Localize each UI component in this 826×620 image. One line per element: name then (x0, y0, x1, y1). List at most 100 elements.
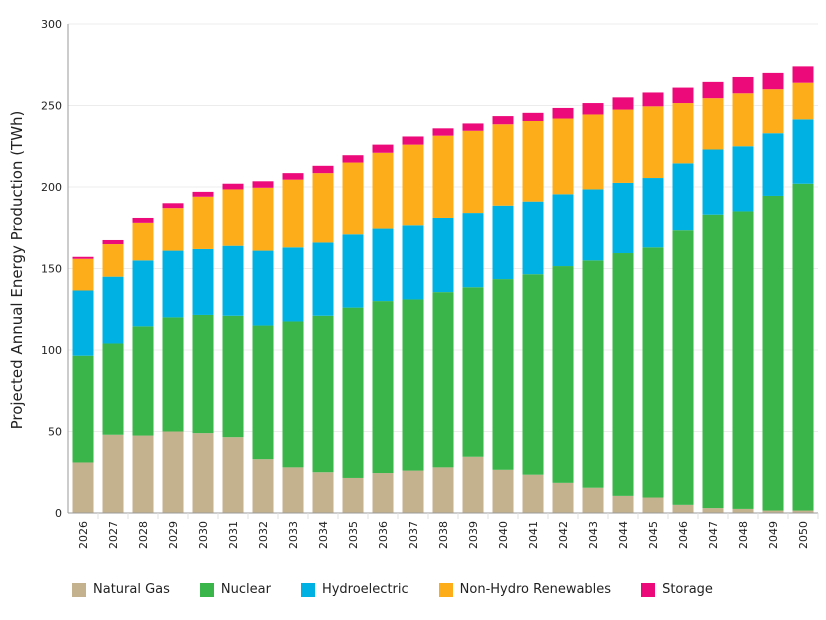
bar-stack-2049 (762, 72, 784, 513)
bar-segment-non-hydro-renewables (252, 187, 274, 251)
x-tick-labels: 2026 2027 2028 2029 2030 2031 2032 2033 2034 2035… (77, 513, 819, 549)
bar-segment-storage (372, 144, 394, 153)
bar-stack-2044 (612, 97, 634, 513)
x-tick-label: 2027 (107, 521, 120, 549)
bar-stack-2036 (372, 144, 394, 513)
bar-segment-natural-gas (72, 462, 94, 513)
bar-segment-hydroelectric (642, 178, 664, 248)
x-tick-label: 2034 (317, 521, 330, 549)
y-tick-label: 0 (55, 507, 62, 520)
legend-label: Non-Hydro Renewables (459, 582, 612, 597)
bar-segment-nuclear (252, 325, 274, 460)
bar-segment-storage (282, 173, 304, 180)
bar-segment-natural-gas (612, 495, 634, 513)
bar-segment-hydroelectric (792, 119, 814, 184)
y-tick-label: 100 (41, 344, 62, 357)
bar-segment-nuclear (732, 211, 754, 509)
bar-segment-hydroelectric (162, 250, 184, 318)
bar-segment-storage (792, 66, 814, 83)
bar-stack-2045 (642, 92, 664, 513)
bar-stack-2048 (732, 76, 754, 513)
bar-segment-nuclear (522, 274, 544, 475)
bar-segment-storage (612, 97, 634, 110)
bar-stack-2041 (522, 112, 544, 513)
bar-segment-hydroelectric (252, 250, 274, 326)
bar-segment-hydroelectric (192, 248, 214, 315)
bar-segment-non-hydro-renewables (492, 124, 514, 206)
bar-segment-non-hydro-renewables (552, 118, 574, 195)
bar-segment-nuclear (792, 183, 814, 511)
bar-segment-nuclear (642, 247, 664, 498)
bar-segment-nuclear (72, 355, 94, 463)
legend: Natural Gas Nuclear Hydroelectric Non-Hydro… (72, 582, 743, 597)
bar-segment-non-hydro-renewables (672, 103, 694, 164)
bar-segment-storage (102, 239, 124, 245)
bar-segment-storage (162, 203, 184, 209)
bar-segment-hydroelectric (702, 149, 724, 215)
bar-segment-natural-gas (702, 508, 724, 513)
bar-segment-non-hydro-renewables (222, 189, 244, 246)
bar-segment-storage (222, 183, 244, 190)
bar-stack-2040 (492, 116, 514, 513)
bar-segment-hydroelectric (222, 245, 244, 316)
legend-swatch (641, 582, 656, 597)
x-tick-label: 2038 (437, 521, 450, 549)
bar-stack-2042 (552, 107, 574, 513)
bar-segment-hydroelectric (72, 290, 94, 356)
y-axis-label: Projected Annual Energy Production (TWh) (8, 111, 26, 430)
legend-swatch (300, 582, 315, 597)
y-tick-label: 150 (41, 263, 62, 276)
legend-swatch (72, 582, 86, 597)
bar-segment-hydroelectric (132, 260, 154, 327)
x-tick-label: 2049 (767, 521, 780, 549)
bar-segment-nuclear (582, 260, 604, 488)
bar-segment-natural-gas (732, 508, 754, 513)
bar-stack-2047 (702, 81, 724, 513)
bar-segment-nuclear (132, 326, 154, 436)
bar-segment-natural-gas (162, 431, 184, 513)
bar-segment-nuclear (162, 317, 184, 432)
bar-segment-non-hydro-renewables (762, 89, 784, 134)
bar-segment-storage (522, 112, 544, 121)
bar-segment-natural-gas (642, 497, 664, 513)
x-tick-label: 2028 (137, 521, 150, 549)
bar-segment-natural-gas (222, 437, 244, 513)
x-tick-label: 2047 (707, 521, 720, 549)
legend-label: Storage (662, 582, 713, 597)
x-tick-label: 2037 (407, 521, 420, 549)
bar-segment-non-hydro-renewables (642, 106, 664, 179)
bar-stack-2035 (342, 155, 364, 513)
bar-segment-nuclear (102, 343, 124, 435)
bar-stack-2026 (72, 256, 94, 513)
legend-swatch (199, 582, 214, 597)
x-tick-label: 2045 (647, 521, 660, 549)
x-tick-label: 2043 (587, 521, 600, 549)
bar-stack-2031 (222, 183, 244, 513)
bar-stack-2033 (282, 173, 304, 513)
bar-segment-nuclear (192, 314, 214, 434)
bar-segment-storage (72, 256, 94, 259)
bar-stack-2046 (672, 87, 694, 513)
bar-stack-2050 (792, 66, 814, 513)
x-tick-label: 2039 (467, 521, 480, 549)
bar-segment-hydroelectric (402, 225, 424, 300)
bar-segment-nuclear (462, 287, 484, 457)
bar-stack-2037 (402, 136, 424, 513)
bar-segment-non-hydro-renewables (702, 98, 724, 150)
bar-segment-non-hydro-renewables (612, 109, 634, 183)
bar-segment-non-hydro-renewables (162, 208, 184, 251)
y-tick-labels: 0 50 100 150 200 250 300 (41, 18, 62, 520)
bar-segment-hydroelectric (582, 189, 604, 261)
bar-segment-storage (312, 165, 334, 174)
bar-segment-nuclear (402, 299, 424, 471)
bar-segment-natural-gas (312, 472, 334, 513)
bar-segment-natural-gas (342, 477, 364, 513)
bar-segment-storage (702, 81, 724, 99)
bar-segment-natural-gas (372, 473, 394, 513)
bar-segment-nuclear (222, 315, 244, 438)
x-tick-label: 2040 (497, 521, 510, 549)
x-tick-label: 2031 (227, 521, 240, 549)
bar-segment-non-hydro-renewables (792, 82, 814, 120)
x-tick-label: 2026 (77, 521, 90, 549)
